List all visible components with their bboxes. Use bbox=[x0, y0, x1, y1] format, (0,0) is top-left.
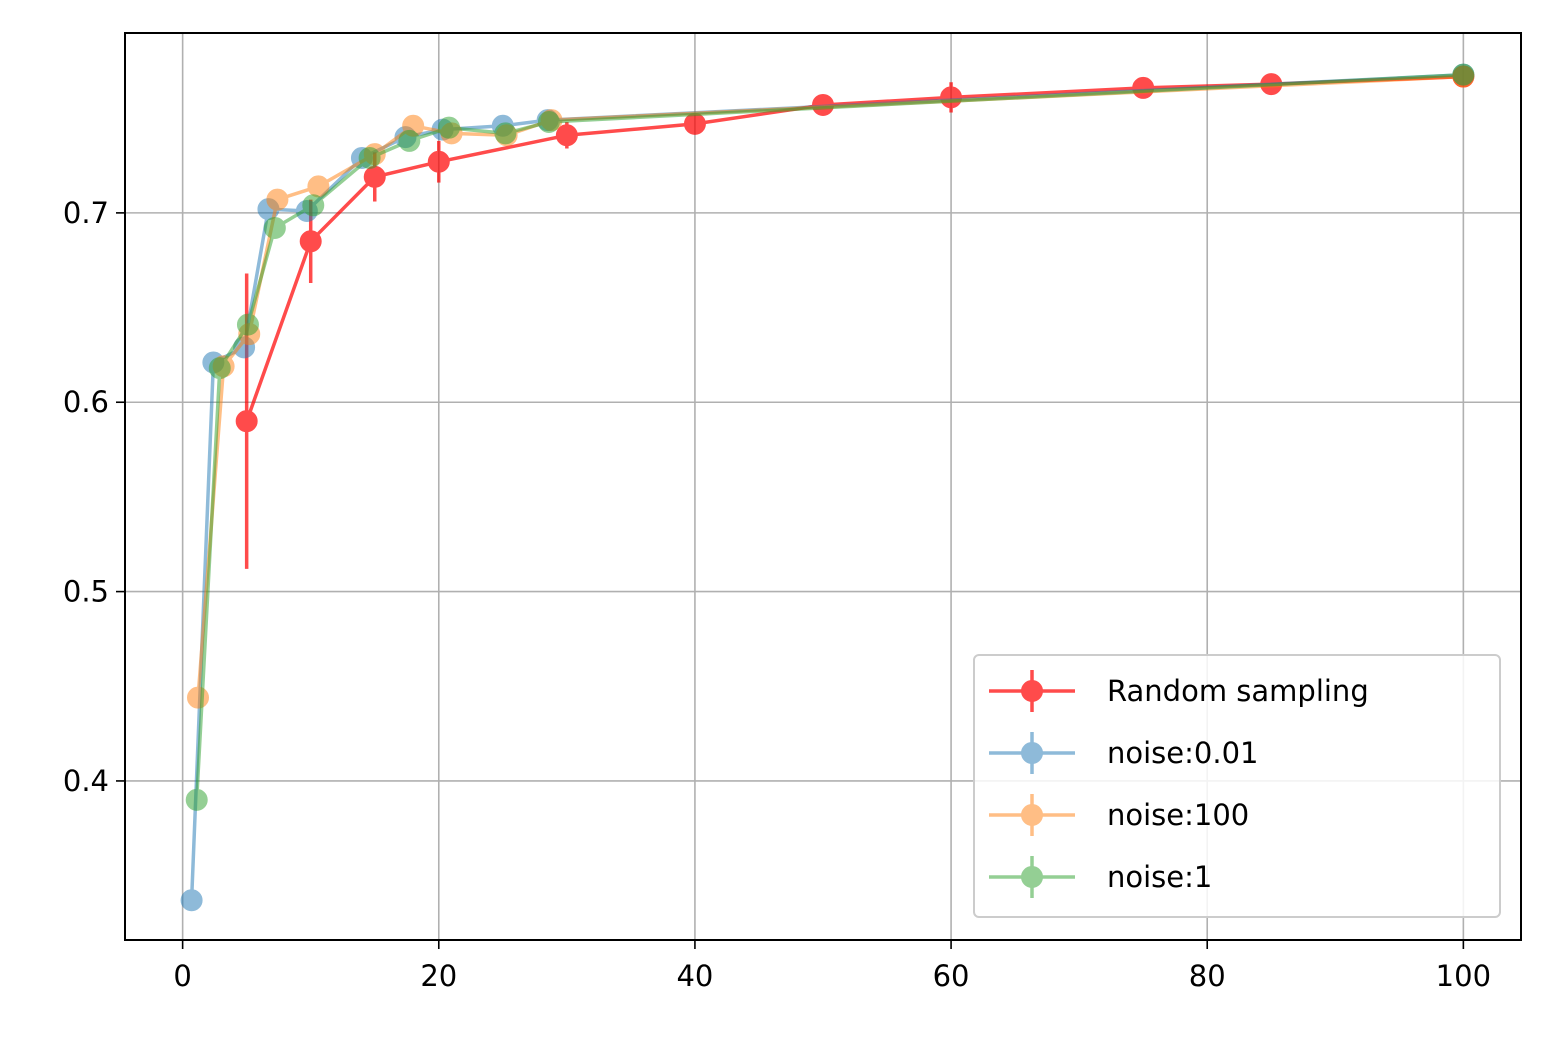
data-point bbox=[358, 146, 381, 169]
x-tick-label: 60 bbox=[933, 959, 970, 993]
legend-label: Random sampling bbox=[1107, 674, 1369, 708]
data-point bbox=[299, 230, 322, 253]
data-point bbox=[363, 165, 386, 188]
data-point bbox=[555, 124, 578, 147]
data-point bbox=[537, 110, 560, 133]
data-point bbox=[1132, 76, 1155, 99]
legend-label: noise:100 bbox=[1107, 798, 1249, 832]
data-point bbox=[438, 116, 461, 139]
x-tick-label: 20 bbox=[420, 959, 457, 993]
y-tick-label: 0.4 bbox=[63, 764, 109, 798]
legend-item-noise-0-01: noise:0.01 bbox=[989, 732, 1258, 774]
legend-swatch bbox=[989, 794, 1075, 836]
legend-swatch-marker bbox=[1021, 866, 1043, 888]
data-point bbox=[235, 410, 258, 433]
x-tick-label: 40 bbox=[676, 959, 713, 993]
data-point bbox=[236, 313, 259, 336]
series-layer bbox=[180, 63, 1475, 912]
data-point bbox=[1452, 63, 1475, 86]
data-point bbox=[427, 150, 450, 173]
data-point bbox=[683, 112, 706, 135]
y-tick-label: 0.5 bbox=[63, 575, 109, 609]
data-point bbox=[180, 889, 203, 912]
x-tick-label: 0 bbox=[173, 959, 191, 993]
ticks: 0 20 40 60 80 100 0.4 0.5 0.6 0.7 bbox=[63, 196, 1491, 993]
legend-swatch bbox=[989, 732, 1075, 774]
legend-label: noise:0.01 bbox=[1107, 736, 1258, 770]
x-tick-label: 100 bbox=[1436, 959, 1491, 993]
data-point bbox=[266, 188, 289, 211]
data-point bbox=[940, 86, 963, 109]
legend-swatch-marker bbox=[1021, 680, 1043, 702]
y-tick-label: 0.7 bbox=[63, 196, 109, 230]
legend-swatch bbox=[989, 856, 1075, 898]
series-noise-1 bbox=[185, 63, 1475, 811]
legend-swatch bbox=[989, 670, 1075, 712]
y-tick-label: 0.6 bbox=[63, 385, 109, 419]
data-point bbox=[398, 129, 421, 152]
legend-swatch-marker bbox=[1021, 804, 1043, 826]
legend-swatch-marker bbox=[1021, 742, 1043, 764]
legend-item-noise-1: noise:1 bbox=[989, 856, 1212, 898]
data-point bbox=[494, 122, 517, 145]
data-point bbox=[302, 194, 325, 217]
legend-box bbox=[973, 654, 1501, 918]
legend-item-noise-100: noise:100 bbox=[989, 794, 1249, 836]
axes-frame bbox=[124, 32, 1522, 941]
data-point bbox=[263, 217, 286, 240]
data-point bbox=[185, 788, 208, 811]
legend-item-random-sampling: Random sampling bbox=[989, 670, 1369, 712]
data-point bbox=[208, 357, 231, 380]
data-point bbox=[187, 686, 210, 709]
x-tick-label: 80 bbox=[1189, 959, 1226, 993]
legend: Random sampling noise:0.01 noise:100 noise:… bbox=[973, 654, 1501, 918]
legend-label: noise:1 bbox=[1107, 860, 1212, 894]
